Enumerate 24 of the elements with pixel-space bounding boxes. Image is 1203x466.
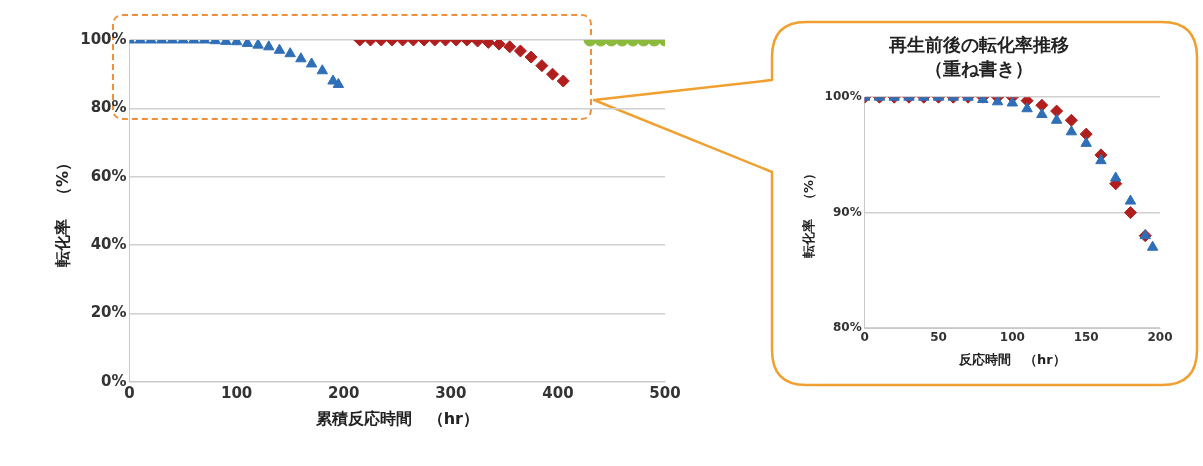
y-tick-label: 100% <box>824 89 862 104</box>
y-tick-label: 100% <box>80 29 127 48</box>
x-axis-title: 反応時間 （hr） <box>958 351 1066 367</box>
chart-subtitle: （重ね書き） <box>925 58 1033 80</box>
y-tick-label: 40% <box>90 234 127 253</box>
x-tick-label: 0 <box>860 330 869 345</box>
x-tick-label: 200 <box>328 383 360 402</box>
x-tick-label: 150 <box>1073 330 1099 345</box>
x-axis-title: 累積反応時間 （hr） <box>314 408 479 428</box>
x-tick-label: 100 <box>220 383 253 402</box>
chart-title: 再生前後の転化率推移 <box>888 34 1069 56</box>
x-tick-label: 300 <box>435 383 467 402</box>
y-axis-title: 転化率 （%） <box>801 167 817 260</box>
y-tick-label: 60% <box>90 166 127 185</box>
x-tick-label: 400 <box>542 383 574 402</box>
x-tick-label: 200 <box>1147 330 1173 345</box>
y-tick-label: 80% <box>832 320 862 335</box>
y-tick-label: 90% <box>832 204 862 219</box>
y-tick-label: 80% <box>90 98 127 117</box>
y-tick-label: 20% <box>90 303 127 322</box>
x-tick-label: 100 <box>999 330 1025 345</box>
x-tick-label: 500 <box>649 383 681 402</box>
x-tick-label: 50 <box>930 330 947 345</box>
y-axis-title: 転化率 （%） <box>52 154 72 267</box>
